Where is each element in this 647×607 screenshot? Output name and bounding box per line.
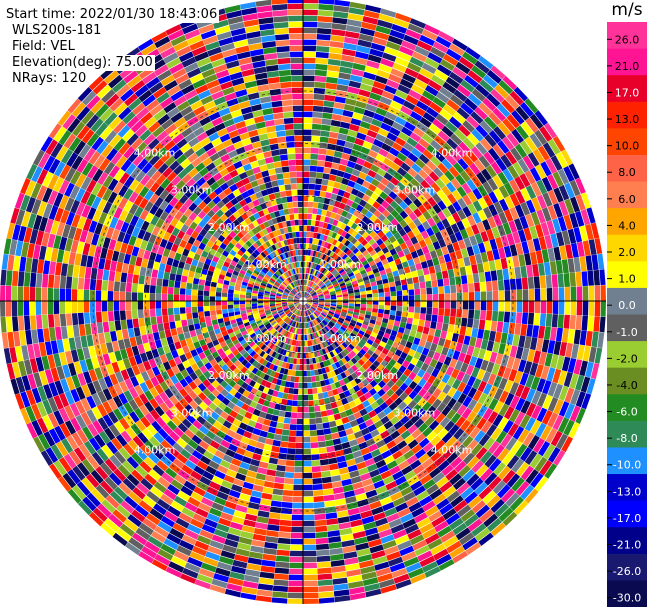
gate-group — [6, 35, 587, 595]
field-label: Field: VEL — [12, 39, 75, 54]
colorbar-tick-label: 0.0 — [618, 299, 636, 312]
gate-group — [0, 0, 597, 599]
gate-group — [6, 0, 583, 593]
colorbar-tick-label: -2.0 — [616, 352, 637, 365]
start-time-label: Start time: 2022/01/30 18:43:06 — [6, 7, 220, 23]
colorbar-tick-label: -26.0 — [613, 565, 641, 578]
colorbar-tick-label: 26.0 — [615, 33, 640, 46]
nrays-label: NRays: 120 — [12, 71, 87, 86]
colorbar-tick-label: -6.0 — [616, 406, 637, 419]
colorbar-tick-label: -13.0 — [613, 485, 641, 498]
colorbar-title: m/s — [611, 0, 643, 20]
range-ring-label: 4.00km — [431, 443, 473, 456]
colorbar-swatch — [607, 48, 647, 76]
colorbar-tick-label: 13.0 — [615, 113, 640, 126]
colorbar-swatch — [607, 261, 647, 289]
colorbar-swatch — [607, 367, 647, 395]
colorbar-tick-label: -8.0 — [616, 432, 637, 445]
gate-group — [11, 3, 579, 584]
colorbar-swatch — [607, 208, 647, 236]
range-ring-labels: 1.00km 1.00km 1.00km 1.00km 2.00km 2.00km 2.00… — [134, 147, 473, 457]
range-ring-label: 2.00km — [356, 221, 398, 234]
colorbar-tick-label: -21.0 — [613, 539, 641, 552]
range-ring-label: 2.00km — [208, 369, 250, 382]
gate-group — [18, 23, 606, 604]
colorbar-swatch — [607, 181, 647, 209]
gate-group — [27, 10, 600, 590]
colorbar-tick-label: -10.0 — [613, 459, 641, 472]
instrument-label: WLS200s-181 — [12, 23, 102, 38]
velocity-gates — [0, 0, 606, 604]
gate-group — [5, 36, 601, 592]
colorbar-tick-label: -4.0 — [616, 379, 637, 392]
gate-group — [1, 9, 582, 597]
colorbar-tick-label: 21.0 — [615, 60, 640, 73]
range-ring-label: 1.00km — [245, 332, 287, 345]
range-ring-label: 2.00km — [208, 221, 250, 234]
range-ring-label: 4.00km — [134, 443, 176, 456]
colorbar-swatch — [607, 500, 647, 528]
range-ring-label: 4.00km — [134, 147, 176, 160]
colorbar-swatch — [607, 101, 647, 129]
colorbar-swatch — [607, 341, 647, 369]
range-ring-label: 2.00km — [356, 369, 398, 382]
crosshair — [0, 0, 606, 604]
colorbar-swatch — [607, 394, 647, 422]
colorbar-swatch — [607, 474, 647, 502]
colorbar-tick-label: 4.0 — [618, 219, 636, 232]
ppi-plot: 1.00km 1.00km 1.00km 1.00km 2.00km 2.00km 2.00… — [0, 0, 606, 604]
range-ring-label: 3.00km — [394, 406, 436, 419]
range-ring-label: 3.00km — [171, 406, 213, 419]
colorbar-tick-label: 6.0 — [618, 193, 636, 206]
range-ring-label: 1.00km — [319, 258, 361, 271]
elevation-label: Elevation(deg): 75.00 — [12, 55, 155, 71]
colorbar-tick-label: 8.0 — [618, 166, 636, 179]
colorbar-swatch — [607, 447, 647, 475]
colorbar-swatch — [607, 553, 647, 581]
colorbar-swatch — [607, 234, 647, 262]
colorbar-tick-label: 1.0 — [618, 273, 636, 286]
colorbar-swatch — [607, 527, 647, 555]
colorbar-tick-label: -30.0 — [613, 592, 641, 605]
range-ring-label: 3.00km — [171, 184, 213, 197]
range-ring-label: 3.00km — [394, 184, 436, 197]
colorbar-tick-label: 10.0 — [615, 140, 640, 153]
colorbar-tick-label: 17.0 — [615, 86, 640, 99]
range-ring-label: 1.00km — [245, 258, 287, 271]
colorbar-swatch — [607, 154, 647, 183]
range-ring-label: 4.00km — [431, 147, 473, 160]
range-ring-label: 1.00km — [319, 332, 361, 345]
colorbar-swatch — [607, 580, 647, 607]
colorbar-swatch — [607, 128, 647, 156]
colorbar-swatch — [607, 420, 647, 448]
colorbar-tick-label: -17.0 — [613, 512, 641, 525]
colorbar-swatch — [607, 314, 647, 342]
colorbar: 26.0 21.0 17.0 13.0 10.0 8.0 6.0 4.0 2.0 1.0 0.0 -1… — [607, 22, 647, 607]
gate-group — [7, 0, 606, 604]
colorbar-swatch — [607, 75, 647, 103]
colorbar-swatch — [607, 22, 647, 50]
colorbar-tick-label: -1.0 — [616, 326, 637, 339]
colorbar-swatch — [607, 287, 647, 315]
colorbar-tick-label: 2.0 — [618, 246, 636, 259]
